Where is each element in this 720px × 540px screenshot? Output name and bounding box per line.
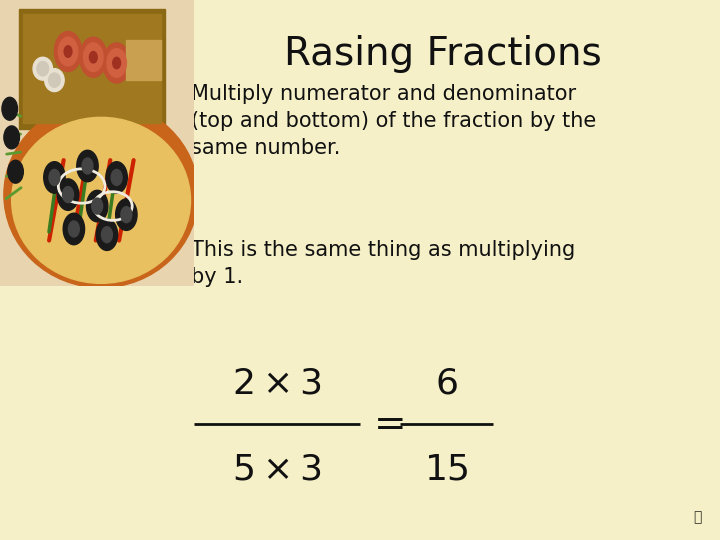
Circle shape bbox=[103, 43, 130, 83]
Text: $=$: $=$ bbox=[366, 406, 404, 442]
Text: Multiply numerator and denominator
(top and bottom) of the fraction by the
same : Multiply numerator and denominator (top … bbox=[191, 84, 596, 158]
FancyArrowPatch shape bbox=[6, 170, 21, 177]
Circle shape bbox=[107, 49, 127, 77]
Circle shape bbox=[55, 31, 81, 71]
Circle shape bbox=[80, 37, 107, 77]
Circle shape bbox=[8, 160, 23, 183]
Circle shape bbox=[91, 198, 103, 214]
Circle shape bbox=[86, 190, 108, 222]
Wedge shape bbox=[168, 79, 187, 89]
FancyArrowPatch shape bbox=[119, 160, 134, 240]
FancyArrowPatch shape bbox=[6, 132, 21, 134]
FancyArrowPatch shape bbox=[6, 152, 21, 154]
Text: Rasing Fractions: Rasing Fractions bbox=[284, 35, 602, 73]
Ellipse shape bbox=[4, 102, 198, 288]
Text: $15$: $15$ bbox=[424, 453, 469, 487]
Circle shape bbox=[44, 161, 65, 193]
Ellipse shape bbox=[37, 62, 49, 76]
Bar bbox=[23, 15, 161, 123]
Ellipse shape bbox=[12, 117, 191, 284]
Circle shape bbox=[111, 170, 122, 185]
Ellipse shape bbox=[33, 57, 53, 80]
FancyArrowPatch shape bbox=[49, 160, 63, 240]
Ellipse shape bbox=[45, 69, 64, 92]
Circle shape bbox=[4, 126, 19, 149]
Text: $2 \times 3$: $2 \times 3$ bbox=[233, 367, 322, 400]
Circle shape bbox=[96, 219, 117, 251]
Circle shape bbox=[121, 207, 132, 222]
Ellipse shape bbox=[49, 73, 60, 87]
Circle shape bbox=[106, 161, 127, 193]
Text: $5 \times 3$: $5 \times 3$ bbox=[233, 453, 322, 487]
FancyArrowPatch shape bbox=[96, 160, 110, 240]
Circle shape bbox=[63, 187, 73, 202]
FancyArrowPatch shape bbox=[73, 160, 87, 240]
Circle shape bbox=[2, 97, 17, 120]
FancyArrowPatch shape bbox=[78, 169, 87, 232]
Circle shape bbox=[58, 37, 78, 66]
FancyArrowPatch shape bbox=[6, 188, 21, 199]
Circle shape bbox=[63, 213, 84, 245]
Bar bbox=[127, 40, 161, 80]
Circle shape bbox=[116, 199, 137, 231]
Circle shape bbox=[64, 46, 72, 57]
Circle shape bbox=[102, 227, 112, 242]
Wedge shape bbox=[168, 236, 187, 246]
FancyArrowPatch shape bbox=[6, 110, 21, 116]
Circle shape bbox=[49, 170, 60, 185]
FancyArrowPatch shape bbox=[49, 169, 58, 232]
Text: This is the same thing as multiplying
by 1.: This is the same thing as multiplying by… bbox=[191, 240, 575, 287]
Circle shape bbox=[58, 179, 78, 211]
Circle shape bbox=[84, 43, 103, 71]
Text: $6$: $6$ bbox=[435, 367, 458, 400]
Circle shape bbox=[68, 221, 79, 237]
Text: 🔊: 🔊 bbox=[693, 510, 702, 524]
Circle shape bbox=[113, 57, 120, 69]
Bar bbox=[19, 9, 166, 129]
Circle shape bbox=[89, 51, 97, 63]
Circle shape bbox=[82, 158, 93, 174]
Circle shape bbox=[77, 150, 98, 182]
FancyArrowPatch shape bbox=[107, 169, 116, 232]
